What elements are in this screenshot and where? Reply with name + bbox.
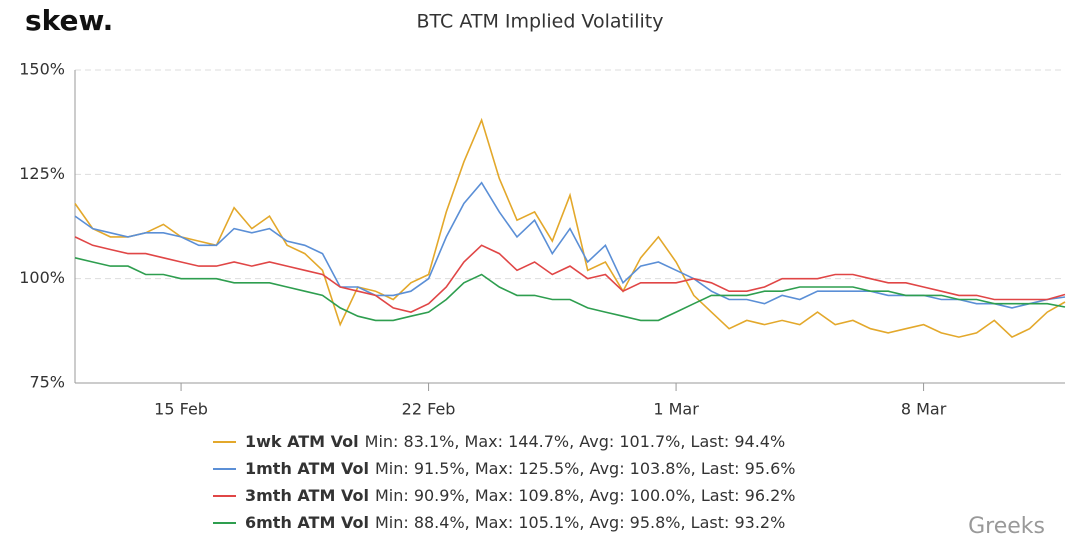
legend-stats: Min: 90.9%, Max: 109.8%, Avg: 100.0%, La…	[375, 486, 796, 505]
x-tick-label: 8 Mar	[901, 400, 947, 419]
y-tick-label: 125%	[19, 164, 65, 183]
series-line	[74, 236, 1066, 313]
legend-stats: Min: 91.5%, Max: 125.5%, Avg: 103.8%, La…	[375, 459, 796, 478]
y-tick-label: 100%	[19, 268, 65, 287]
legend-stats: Min: 83.1%, Max: 144.7%, Avg: 101.7%, La…	[365, 432, 786, 451]
logo: skew.	[25, 4, 113, 37]
legend-entry: 3mth ATM Vol Min: 90.9%, Max: 109.8%, Avg…	[245, 486, 795, 505]
y-tick-label: 150%	[19, 60, 65, 79]
series-line	[74, 117, 1066, 339]
x-tick-label: 15 Feb	[154, 400, 208, 419]
chart-title: BTC ATM Implied Volatility	[417, 11, 664, 33]
legend-name: 3mth ATM Vol	[245, 486, 369, 505]
x-tick-label: 1 Mar	[653, 400, 699, 419]
legend-entry: 6mth ATM Vol Min: 88.4%, Max: 105.1%, Avg…	[245, 513, 785, 532]
watermark: Greeks	[968, 514, 1045, 539]
series-line	[74, 181, 1066, 309]
legend-entry: 1wk ATM Vol Min: 83.1%, Max: 144.7%, Avg:…	[245, 432, 785, 451]
legend-stats: Min: 88.4%, Max: 105.1%, Avg: 95.8%, Las…	[375, 513, 785, 532]
legend-name: 6mth ATM Vol	[245, 513, 369, 532]
series-line	[74, 257, 1066, 322]
legend-name: 1mth ATM Vol	[245, 459, 369, 478]
legend-entry: 1mth ATM Vol Min: 91.5%, Max: 125.5%, Avg…	[245, 459, 795, 478]
y-tick-label: 75%	[29, 373, 65, 392]
legend-name: 1wk ATM Vol	[245, 432, 359, 451]
x-tick-label: 22 Feb	[402, 400, 456, 419]
